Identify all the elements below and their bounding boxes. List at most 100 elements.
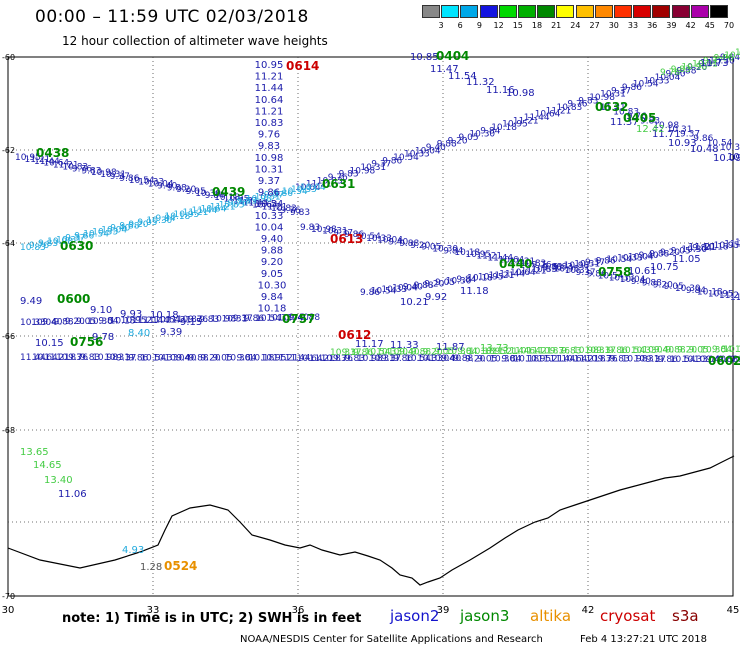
track-mark: 10.30 (446, 347, 472, 357)
track-mark: 11.44 (192, 206, 218, 216)
track-mark: 10.30 (681, 245, 707, 255)
track-mark: 10.83 (538, 347, 564, 357)
wave-height-value: 11.05 (672, 254, 701, 265)
wave-height-value: 9.83 (258, 141, 280, 152)
track-mark: 9.40 (42, 318, 62, 328)
track-mark: 10.04 (392, 284, 418, 294)
track-mark: 9.86 (587, 270, 607, 280)
track-mark: 11.44 (730, 293, 740, 303)
track-mark: 10.54 (129, 176, 155, 186)
track-mark: 9.76 (550, 346, 570, 356)
pass-time-label: 0602 (708, 354, 740, 368)
track-mark: 9.76 (328, 173, 348, 183)
track-mark: 9.88 (300, 313, 320, 323)
track-mark: 10.64 (510, 268, 536, 278)
track-mark: 10.64 (499, 255, 525, 265)
wave-height-value: 10.21 (400, 297, 429, 308)
track-mark: 9.37 (596, 346, 616, 356)
track-mark: 11.21 (724, 239, 740, 249)
wave-height-value: 11.47 (430, 64, 459, 75)
track-mark: 10.33 (366, 234, 392, 244)
track-mark: 10.33 (609, 273, 635, 283)
wave-height-value: 14.65 (33, 460, 62, 471)
track-mark: 9.05 (664, 282, 684, 292)
track-mark: 11.21 (489, 271, 515, 281)
track-mark: 10.30 (432, 245, 458, 255)
track-mark: 10.31 (692, 59, 718, 69)
track-mark: 10.95 (15, 153, 41, 163)
track-mark: 9.86 (119, 174, 139, 184)
track-mark: 9.40 (289, 313, 309, 323)
track-mark: 11.21 (538, 355, 564, 365)
track-mark: 10.83 (20, 243, 46, 253)
legend-swatch (690, 5, 709, 18)
pass-time-label: 0613 (330, 232, 363, 246)
track-mark: 11.21 (574, 355, 600, 365)
track-mark: 10.31 (255, 193, 281, 203)
track-mark: 9.76 (68, 353, 88, 363)
track-mark: 10.18 (723, 345, 740, 355)
track-mark: 10.04 (642, 346, 668, 356)
track-mark: 10.54 (83, 230, 109, 240)
track-mark: 9.37 (680, 130, 700, 140)
wave-height-value: 1.28 (140, 562, 162, 573)
track-mark: 11.21 (262, 202, 288, 212)
x-tick-label: 36 (292, 605, 305, 616)
pass-time-label: 0405 (623, 111, 656, 125)
satellite-key-cryosat: cryosat (600, 607, 656, 625)
track-mark: 9.37 (381, 354, 401, 364)
track-mark: 10.95 (261, 354, 287, 364)
track-mark: 9.37 (110, 172, 130, 182)
wave-height-value: 10.61 (628, 266, 657, 277)
wave-height-value: 12.42 (636, 124, 665, 135)
track-mark: 9.86 (622, 83, 642, 93)
track-mark: 9.86 (273, 189, 293, 199)
track-mark: 10.54 (371, 287, 397, 297)
track-mark: 9.40 (403, 282, 423, 292)
track-mark: 10.54 (355, 232, 381, 242)
track-mark: 9.88 (414, 281, 434, 291)
legend-swatch (498, 5, 517, 18)
track-mark: 10.64 (201, 204, 227, 214)
track-mark: 9.88 (718, 355, 738, 365)
legend-label: 3 (438, 21, 444, 30)
track-mark: 11.21 (166, 315, 192, 325)
wave-height-value: 10.31 (255, 164, 284, 175)
track-mark: 9.76 (660, 68, 680, 78)
track-mark: 9.20 (201, 354, 221, 364)
y-tick-label: -70 (2, 592, 15, 601)
wave-height-value: 9.78 (92, 332, 114, 343)
legend-swatch (460, 5, 479, 18)
track-mark: 9.83 (339, 170, 359, 180)
track-mark: 10.30 (489, 354, 515, 364)
track-mark: 10.95 (480, 347, 506, 357)
track-mark: 11.21 (492, 347, 518, 357)
track-mark: 10.98 (681, 62, 707, 72)
legend-label: 9 (476, 21, 482, 30)
track-mark: 9.83 (38, 239, 58, 249)
track-mark: 9.76 (627, 112, 647, 122)
lat-lon-grid (7, 56, 734, 597)
track-mark: 10.54 (140, 353, 166, 363)
track-mark: 9.76 (29, 241, 49, 251)
track-mark: 10.18 (249, 354, 275, 364)
legend-label: 70 (723, 21, 735, 30)
wave-height-value: 9.40 (261, 234, 283, 245)
track-mark: 9.40 (639, 251, 659, 261)
legend-swatch (556, 5, 575, 18)
track-mark: 11.21 (513, 116, 539, 126)
track-mark: 9.76 (542, 264, 562, 274)
track-mark: 9.84 (237, 354, 257, 364)
track-mark: 10.30 (147, 216, 173, 226)
wave-height-value: 11.44 (255, 83, 284, 94)
wave-height-value: 9.88 (261, 246, 283, 257)
track-mark: 10.31 (330, 348, 356, 358)
track-mark: 10.30 (709, 56, 735, 66)
wave-height-value: 10.54 (255, 199, 284, 210)
track-mark: 9.86 (714, 54, 734, 64)
track-mark: 9.76 (228, 199, 248, 209)
track-mark: 9.83 (300, 223, 320, 233)
track-mark: 9.83 (640, 116, 660, 126)
legend-label: 6 (457, 21, 463, 30)
track-mark: 10.33 (631, 346, 657, 356)
